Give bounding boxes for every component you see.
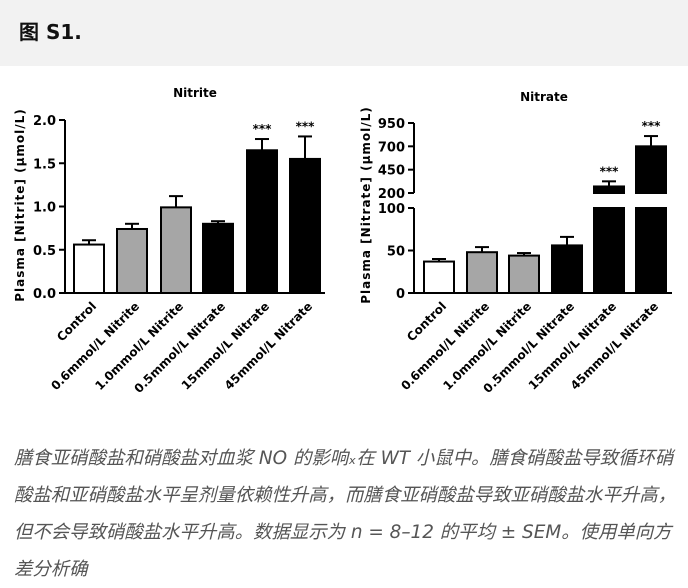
y-tick-label: 100 xyxy=(378,202,405,217)
bar xyxy=(508,254,540,295)
bar-upper xyxy=(635,145,667,194)
x-tick-label: Control xyxy=(404,299,449,344)
bar xyxy=(160,206,192,295)
nitrite-chart: Nitrite Plasma [Nitrite] (μmol/L) 0.0 0.5 1.… xyxy=(13,86,672,396)
significance-label: *** xyxy=(642,119,662,133)
chart-title: Nitrite xyxy=(173,86,217,100)
y-tick-label: 2.0 xyxy=(33,114,56,129)
significance-label: *** xyxy=(296,119,316,133)
y-tick-label: 50 xyxy=(387,245,405,260)
significance-label: *** xyxy=(600,164,620,178)
figure-header: 图 S1. xyxy=(0,0,688,66)
y-axis-label: Plasma [Nitrite] (μmol/L) xyxy=(13,108,27,302)
bar xyxy=(246,149,278,294)
figure-title: 图 S1. xyxy=(19,20,82,44)
figure-caption: 膳食亚硝酸盐和硝酸盐对血浆 NO 的影响ₓ在 WT 小鼠中。膳食硝酸盐导致循环硝… xyxy=(14,448,677,580)
bar xyxy=(202,222,234,294)
y-tick-label: 1.5 xyxy=(33,157,56,172)
x-tick-label: Control xyxy=(54,299,99,344)
bar-upper xyxy=(593,185,625,194)
y-tick-label: 700 xyxy=(378,140,405,155)
bar xyxy=(73,243,105,294)
y-tick-label: 200 xyxy=(378,187,405,202)
bar xyxy=(551,244,583,294)
y-tick-label: 0.5 xyxy=(33,244,56,259)
y-axis-label: Plasma [Nitrate] (μmol/L) xyxy=(359,106,373,304)
bar xyxy=(423,260,455,294)
y-tick-label: 0.0 xyxy=(33,287,56,302)
bar xyxy=(593,207,625,294)
x-tick-label: 45mmol/L Nitrate xyxy=(222,299,315,392)
bar xyxy=(466,251,498,294)
y-tick-label: 1.0 xyxy=(33,201,56,216)
y-tick-label: 450 xyxy=(378,164,405,179)
significance-label: *** xyxy=(253,122,273,136)
y-tick-label: 0 xyxy=(396,287,405,302)
bar xyxy=(116,227,148,295)
y-tick-label: 950 xyxy=(378,117,405,132)
bar xyxy=(635,207,667,294)
bar xyxy=(289,157,321,294)
chart-title: Nitrate xyxy=(520,90,568,104)
